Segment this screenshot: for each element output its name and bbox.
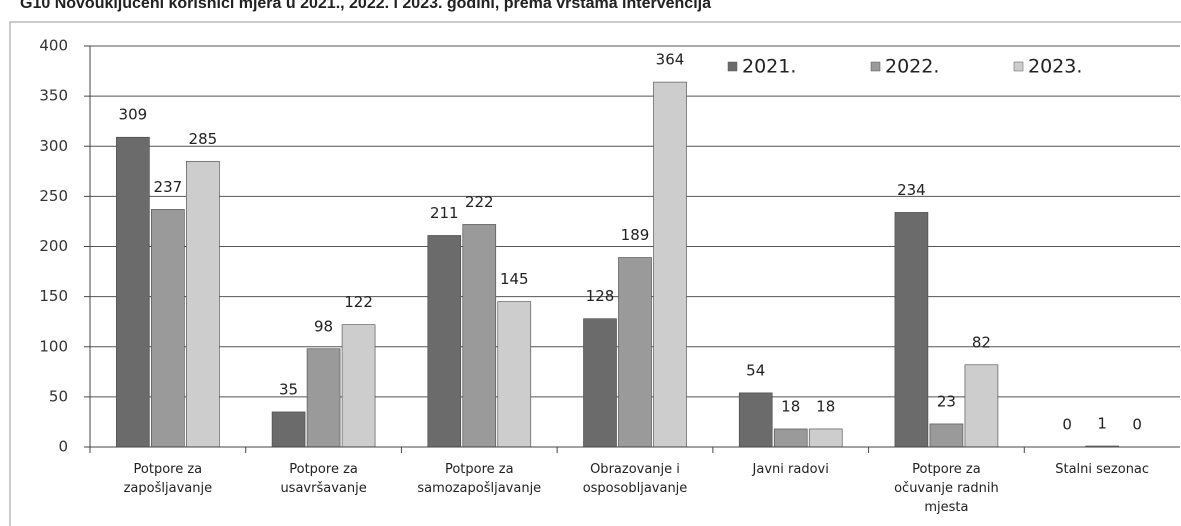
value-label: 128: [586, 287, 615, 305]
legend-label: 2021.: [742, 56, 796, 78]
bar: [116, 136, 150, 448]
bar: [497, 301, 532, 448]
y-tick-label: 100: [39, 337, 68, 355]
bar: [427, 235, 462, 448]
value-label: 1: [1097, 414, 1107, 432]
value-label: 145: [500, 270, 529, 288]
legend-label: 2023.: [1028, 56, 1082, 78]
y-tick-label: 150: [39, 287, 68, 305]
x-tick-label: Potpore za usavršavanje: [280, 462, 366, 496]
bar: [929, 423, 964, 448]
value-label: 54: [746, 361, 765, 379]
bar: [964, 364, 999, 448]
bar: [894, 212, 929, 448]
bar: [738, 392, 773, 448]
x-tick-label: Potpore za očuvanje radnih mjesta: [894, 462, 999, 515]
bar: [583, 318, 617, 448]
y-tick-label: 0: [58, 438, 68, 456]
bar: [271, 411, 306, 448]
bar: [462, 224, 497, 448]
y-tick-label: 50: [49, 387, 68, 405]
frame: [9, 21, 1181, 526]
x-tick-label: Potpore za zapošljavanje: [124, 462, 212, 496]
value-label: 237: [154, 178, 183, 196]
legend-swatch: [1013, 61, 1024, 72]
value-label: 364: [656, 51, 685, 69]
value-label: 18: [816, 397, 835, 415]
bar: [618, 257, 652, 448]
value-label: 0: [1132, 416, 1142, 434]
value-label: 23: [937, 392, 956, 410]
x-tick-label: Potpore za samozapošljavanje: [417, 462, 541, 496]
x-tick-label: Obrazovanje i osposobljavanje: [583, 462, 688, 496]
bar: [151, 209, 185, 448]
bar: [186, 160, 220, 448]
value-label: 285: [189, 130, 218, 148]
value-label: 309: [119, 106, 148, 124]
legend-swatch: [870, 61, 881, 72]
legend-label: 2022.: [885, 56, 939, 78]
chart-title: G10 Novouključeni korisnici mjera u 2021…: [20, 0, 711, 12]
bar: [341, 324, 376, 448]
value-label: 82: [972, 333, 991, 351]
value-label: 0: [1062, 416, 1072, 434]
x-tick-label: Javni radovi: [752, 462, 829, 477]
y-tick-label: 350: [39, 87, 68, 105]
value-label: 98: [314, 317, 333, 335]
legend-swatch: [727, 61, 738, 72]
value-label: 18: [781, 397, 800, 415]
y-tick-label: 300: [39, 137, 68, 155]
y-tick-label: 250: [39, 187, 68, 205]
bar: [773, 428, 808, 448]
bar: [808, 428, 843, 448]
bar: [653, 81, 687, 448]
x-tick-label: Stalni sezonac: [1055, 462, 1149, 477]
value-label: 222: [465, 193, 494, 211]
value-label: 122: [344, 293, 373, 311]
value-label: 234: [897, 181, 926, 199]
y-tick-label: 200: [39, 237, 68, 255]
value-label: 211: [430, 204, 459, 222]
value-label: 189: [621, 226, 650, 244]
value-label: 35: [279, 380, 298, 398]
bar: [306, 348, 341, 448]
y-tick-label: 400: [39, 37, 68, 55]
